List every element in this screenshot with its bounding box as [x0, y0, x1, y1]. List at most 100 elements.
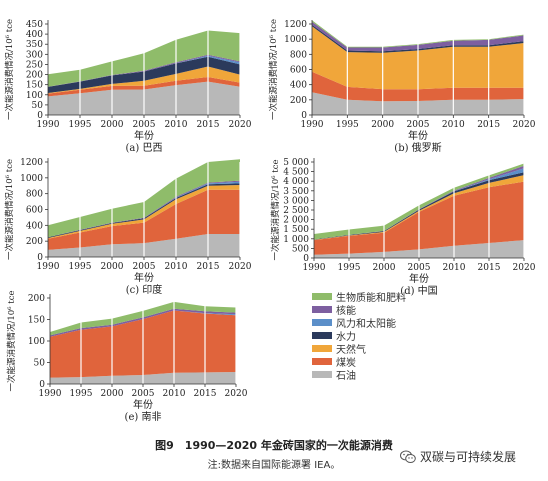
- y-tick-label: 1000: [284, 35, 307, 45]
- x-tick-label: 2005: [407, 120, 430, 130]
- y-tick-label: 5 000: [283, 158, 309, 168]
- x-tick-label: 2005: [133, 262, 156, 272]
- legend-item-hydro: 水力: [312, 329, 532, 343]
- y-tick-label: 600: [290, 66, 307, 76]
- x-axis-label: 年份: [409, 272, 429, 285]
- x-tick-label: 1995: [69, 262, 92, 272]
- y-tick-label: 800: [26, 190, 43, 200]
- legend-label: 生物质能和肥料: [336, 293, 406, 304]
- y-tick-label: 4 000: [283, 177, 309, 187]
- chart-panel: 0 200 400 600 800 1000 1200 1990 1995 2000 2005 201…: [4, 158, 252, 296]
- x-tick-label: 2020: [225, 389, 248, 399]
- y-axis-label: 一次能源消费情况/10⁶ tce: [6, 291, 17, 392]
- legend-item-wind-solar: 风力和太阳能: [312, 316, 532, 330]
- chart-panel: 0 50 100 150 200 1990 1995 2000 2005 2010 2015 2020…: [6, 291, 248, 424]
- y-axis-label: 一次能源消费情况/10⁶ tce: [268, 19, 279, 120]
- watermark: 双碳与可持续发展: [400, 448, 516, 465]
- y-tick-label: 200: [26, 71, 43, 81]
- wechat-icon: [400, 450, 416, 463]
- x-tick-label: 2000: [101, 120, 124, 130]
- x-tick-label: 2020: [513, 120, 536, 130]
- y-tick-label: 100: [28, 337, 45, 347]
- x-tick-label: 1995: [69, 120, 92, 130]
- x-tick-label: 1990: [301, 120, 324, 130]
- x-axis-label: 年份: [134, 271, 154, 284]
- x-tick-label: 2005: [133, 120, 156, 130]
- y-tick-label: 2 000: [283, 216, 309, 226]
- y-tick-label: 1200: [20, 158, 43, 168]
- y-tick-label: 400: [26, 30, 43, 40]
- x-tick-label: 1995: [70, 389, 93, 399]
- y-tick-label: 450: [26, 20, 43, 30]
- area-series: [48, 55, 240, 87]
- x-tick-label: 2020: [229, 262, 252, 272]
- y-tick-label: 0: [301, 111, 307, 121]
- x-tick-label: 2010: [165, 120, 188, 130]
- legend-label: 石油: [336, 371, 356, 382]
- x-tick-label: 2000: [101, 389, 124, 399]
- legend-label: 天然气: [336, 345, 366, 356]
- area-series: [48, 66, 240, 94]
- y-tick-label: 4 500: [283, 168, 309, 178]
- chart-panel: 0 200 400 600 800 1000 1200 1990 1995 2000 2005 201…: [268, 19, 536, 154]
- y-tick-label: 250: [26, 60, 43, 70]
- legend-item-oil: 石油: [312, 368, 532, 382]
- legend-label: 风力和太阳能: [336, 319, 396, 330]
- y-axis-label: 一次能源消费情况/10⁶ tce: [4, 19, 15, 120]
- area-series: [314, 172, 524, 240]
- x-axis-label: 年份: [134, 129, 154, 142]
- y-tick-label: 0: [37, 253, 43, 263]
- legend-swatch: [312, 371, 332, 378]
- x-tick-label: 2005: [132, 389, 155, 399]
- x-axis-label: 年份: [408, 129, 428, 142]
- chart-caption: (a) 巴西: [126, 142, 163, 154]
- area-series: [314, 163, 524, 240]
- y-tick-label: 1200: [284, 20, 307, 30]
- legend-item-nuclear: 核能: [312, 303, 532, 317]
- x-tick-label: 2005: [408, 263, 431, 273]
- x-tick-label: 1995: [338, 263, 361, 273]
- x-tick-label: 2015: [477, 120, 500, 130]
- legend-label: 煤炭: [336, 358, 356, 369]
- legend-label: 核能: [336, 306, 356, 317]
- y-tick-label: 200: [28, 294, 45, 304]
- y-tick-label: 0: [39, 380, 45, 390]
- area-series: [312, 24, 524, 53]
- x-tick-label: 2020: [513, 263, 536, 273]
- y-tick-label: 300: [26, 50, 43, 60]
- area-series: [314, 165, 524, 240]
- chart-caption: (d) 中国: [400, 284, 437, 297]
- x-tick-label: 2010: [443, 263, 466, 273]
- y-axis-label: 一次能源消费情况/10⁶ tce: [270, 160, 281, 261]
- area-series: [314, 240, 524, 258]
- area-series: [312, 71, 524, 102]
- chart-caption: (e) 南非: [125, 410, 162, 423]
- y-tick-label: 150: [28, 316, 45, 326]
- y-tick-label: 150: [26, 81, 43, 91]
- legend: 生物质能和肥料 核能 风力和太阳能 水力 天然气 煤炭 石油: [312, 290, 532, 382]
- y-tick-label: 50: [34, 359, 46, 369]
- watermark-text: 双碳与可持续发展: [420, 450, 517, 464]
- y-tick-label: 50: [32, 101, 44, 111]
- x-tick-label: 2015: [197, 120, 220, 130]
- y-tick-label: 600: [26, 206, 43, 216]
- y-tick-label: 800: [290, 50, 307, 60]
- chart-caption: (b) 俄罗斯: [394, 141, 441, 154]
- x-tick-label: 2010: [163, 389, 186, 399]
- figure-note: 注:数据来自国际能源署 IEA。: [207, 460, 341, 471]
- legend-swatch: [312, 293, 332, 300]
- legend-swatch: [312, 319, 332, 326]
- x-tick-label: 1990: [39, 389, 62, 399]
- x-tick-label: 2015: [197, 262, 220, 272]
- x-tick-label: 2000: [371, 120, 394, 130]
- y-tick-label: 200: [26, 237, 43, 247]
- x-tick-label: 2015: [478, 263, 501, 273]
- x-tick-label: 2010: [442, 120, 465, 130]
- x-tick-label: 2020: [229, 120, 252, 130]
- legend-label: 水力: [336, 332, 356, 343]
- y-tick-label: 100: [26, 91, 43, 101]
- y-tick-label: 3 500: [283, 187, 309, 197]
- y-tick-label: 1 500: [283, 225, 309, 235]
